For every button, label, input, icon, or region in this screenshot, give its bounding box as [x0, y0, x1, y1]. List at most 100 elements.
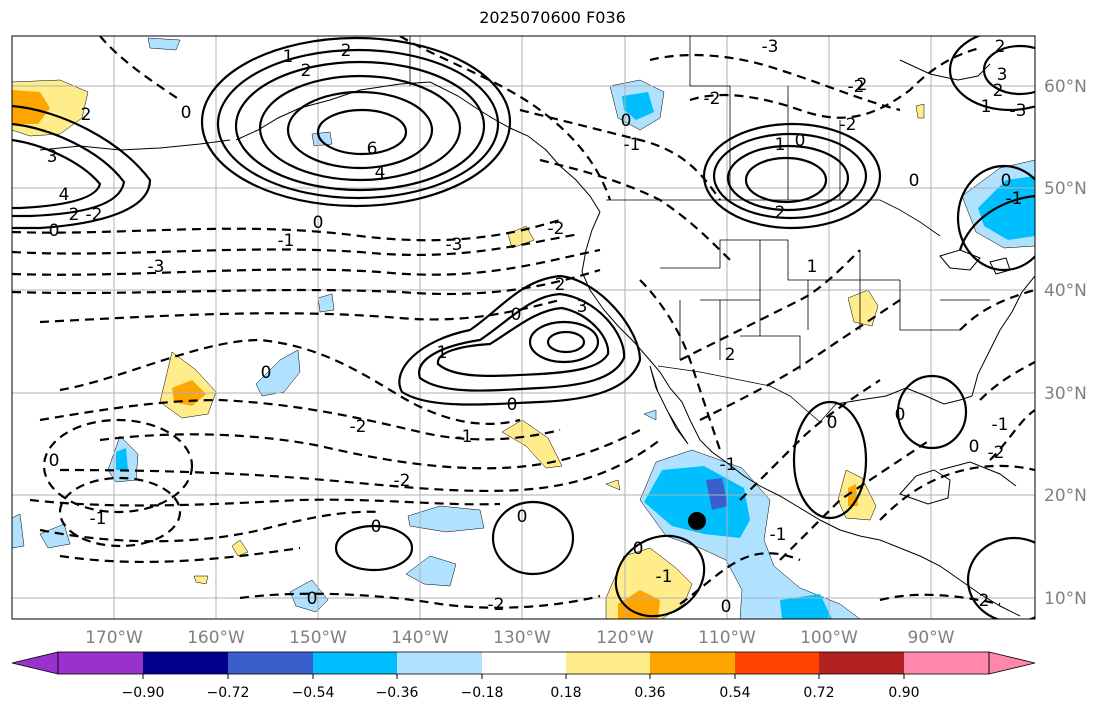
blue-blob-west-1: [39, 523, 71, 549]
colorbar-cap-right: [988, 651, 1036, 675]
lon-label: 160°W: [187, 628, 245, 648]
blue-blob-tropics-1: [407, 505, 485, 533]
blue-blob-ak: [311, 131, 333, 147]
contour-label: 0: [827, 413, 838, 433]
contour-label: -1: [770, 525, 787, 545]
contour-label: 3: [997, 65, 1008, 85]
contour-label: 0: [795, 131, 806, 151]
lat-label: 20°N: [1044, 486, 1087, 506]
contour-label: 6: [367, 139, 378, 159]
contour-neg-band-5: [39, 298, 561, 324]
colorbar-segment: [904, 652, 989, 674]
map-frame: [11, 35, 1036, 620]
latitude-labels: 60°N 50°N 40°N 30°N 20°N 10°N: [1044, 77, 1087, 609]
contour-label: 0: [313, 213, 324, 233]
political-borders: [409, 36, 990, 423]
contour-neg-trop-2: [679, 552, 801, 605]
contour-neg-north-2: [399, 36, 612, 201]
us-states: [660, 239, 990, 370]
contour-label: 0: [507, 395, 518, 415]
contour-label: -2: [848, 77, 865, 97]
contour-label: 2: [993, 81, 1004, 101]
colorbar-segment: [58, 652, 143, 674]
contour-canada-high-0: [712, 132, 868, 220]
lon-label: 140°W: [391, 628, 449, 648]
contour-neg-trop-1: [239, 592, 601, 609]
contour-pac-high-3: [436, 306, 610, 378]
canada-provinces: [409, 36, 841, 200]
contour-label: 0: [49, 221, 60, 241]
contour-label: 2: [857, 75, 868, 95]
colorbar-tick-label: 0.54: [719, 685, 750, 701]
us-mexico-border: [657, 365, 837, 423]
lat-label: 50°N: [1044, 179, 1087, 199]
blue-blob-small-baja: [643, 409, 657, 421]
contour-neg-north-3: [519, 108, 721, 201]
plot-title: 2025070600 F036: [479, 8, 626, 27]
longitude-labels: 170°W 160°W 150°W 140°W 130°W 120°W 110°…: [85, 628, 955, 648]
blue-blob-small-pac: [317, 293, 335, 313]
contour-w-high-outer: [12, 104, 152, 230]
lon-label: 90°W: [908, 628, 955, 648]
colorbar-segment: [819, 652, 904, 674]
contour-neg-mex-1: [739, 379, 881, 501]
contour-label: 2: [69, 205, 80, 225]
colorbar-cap-left: [11, 651, 59, 675]
contour-label: 2: [725, 345, 736, 365]
contour-label: -2: [488, 595, 505, 615]
contour-label: 2: [555, 275, 566, 295]
lat-label: 30°N: [1044, 384, 1087, 404]
contour-label: 0: [371, 517, 382, 537]
contour-carib-0: [966, 536, 1035, 619]
contour-neg-north-4: [539, 158, 731, 261]
contour-label: 0: [181, 103, 192, 123]
contour-label: 0: [49, 451, 60, 471]
blue-core-hi: [116, 448, 128, 470]
alaska-coast: [235, 81, 601, 213]
contour-label: 1: [775, 135, 786, 155]
yellow-blob-small-2: [231, 539, 249, 557]
blue-core-s-mexico: [780, 594, 832, 619]
contour-label: -3: [148, 257, 165, 277]
yellow-blob-small-5: [915, 103, 925, 119]
colorbar-tick-label: −0.72: [207, 685, 250, 701]
central-america: [879, 539, 1021, 617]
blue-blob-west-2: [12, 513, 25, 549]
contour-gulf-1: [896, 374, 968, 450]
contour-label: 0: [721, 597, 732, 617]
contour-neg-hi: [42, 418, 194, 514]
contour-ne-0: [956, 164, 1035, 272]
contour-label: 2: [301, 61, 312, 81]
contour-neg-plains-3: [699, 299, 901, 421]
contour-neg-sw-5: [29, 498, 501, 507]
contour-w-high-3: [12, 138, 102, 210]
contour-label: 4: [375, 163, 386, 183]
contour-label: 0: [895, 405, 906, 425]
contour-label: -2: [988, 443, 1005, 463]
contour-neg-sw-2: [39, 398, 561, 441]
contour-canada-high-00: [702, 122, 882, 230]
contour-ak-high-1: [200, 36, 512, 208]
east-coast: [971, 275, 1035, 397]
colorbar-segment: [735, 652, 819, 674]
contour-neg-canada-2: [689, 46, 981, 119]
contour-pac-high-outer: [398, 274, 642, 406]
contour-label: -3: [1010, 101, 1027, 121]
coastlines: [39, 59, 1035, 617]
colorbar-tick-label: 0.18: [550, 685, 581, 701]
orange-core-tropics: [618, 590, 660, 619]
colorbar-segment: [650, 652, 735, 674]
contour-neg-se: [989, 409, 1035, 461]
contour-neg-ne-2: [979, 361, 1035, 401]
contour-label: 0: [261, 363, 272, 383]
colorbar-tick-label: 0.36: [634, 685, 665, 701]
contour-label: -1: [656, 567, 673, 587]
contour-trop-0-b: [491, 500, 575, 576]
colorbar-tick-label: 0.72: [803, 685, 834, 701]
colorbar-segment: [143, 652, 228, 674]
storm-center-marker: [688, 512, 706, 530]
contour-label: -1: [1006, 189, 1023, 209]
contour-ak-high-5: [286, 90, 434, 170]
hudson-bay: [899, 59, 991, 81]
